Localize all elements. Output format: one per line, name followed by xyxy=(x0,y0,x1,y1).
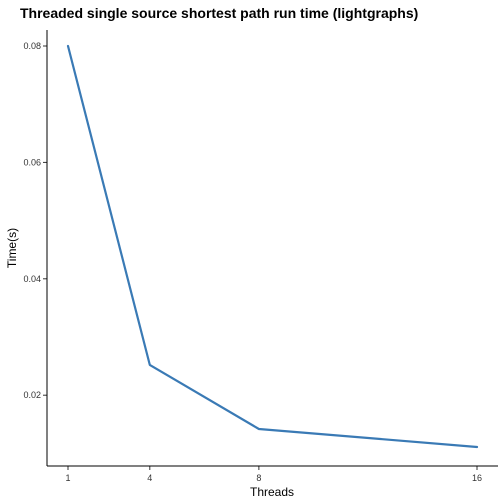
y-tick-label: 0.06 xyxy=(23,157,41,167)
x-tick-label: 16 xyxy=(472,473,482,483)
series-line xyxy=(66,44,479,449)
y-tick-label: 0.02 xyxy=(23,390,41,400)
x-tick-label: 4 xyxy=(147,473,152,483)
x-tick-label: 1 xyxy=(65,473,70,483)
y-tick-label: 0.08 xyxy=(23,41,41,51)
chart-title: Threaded single source shortest path run… xyxy=(20,5,418,21)
x-tick-label: 8 xyxy=(256,473,261,483)
x-axis-ticks: 1 4 8 16 xyxy=(65,466,482,483)
y-tick-label: 0.04 xyxy=(23,274,41,284)
y-axis-title: Time(s) xyxy=(5,228,19,268)
x-axis-title: Threads xyxy=(250,485,294,499)
series-group xyxy=(66,44,479,449)
y-axis-ticks: 0.02 0.04 0.06 0.08 xyxy=(23,41,47,400)
